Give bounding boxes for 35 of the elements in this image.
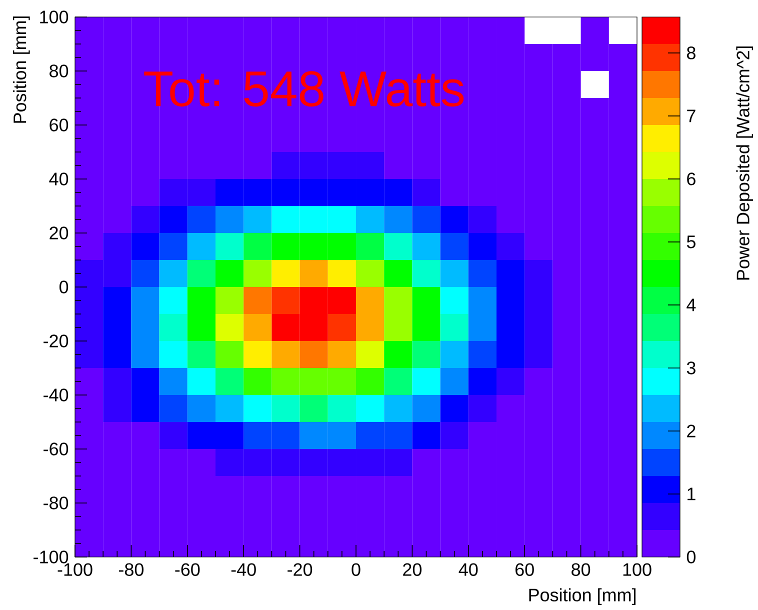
x-tick-label: 100 [623, 563, 652, 576]
color-bar-label: 2 [687, 424, 696, 438]
y-tick-label: 0 [59, 280, 68, 294]
x-tick-label: 0 [352, 563, 360, 576]
color-bar-label: 7 [687, 110, 696, 122]
x-tick-label: 40 [458, 563, 478, 576]
color-bar-label: 1 [688, 488, 696, 500]
y-tick-label: 80 [50, 64, 68, 78]
x-tick-label: 80 [572, 563, 590, 576]
y-tick-label: 60 [50, 118, 68, 132]
y-tick-label: -60 [44, 442, 68, 456]
y-tick-label: -40 [44, 388, 68, 402]
x-tick-label: -40 [231, 563, 256, 576]
y-tick-label: 20 [50, 226, 68, 240]
color-bar-label: 3 [686, 362, 696, 374]
color-bar-label: 5 [686, 236, 696, 248]
x-axis-title: Position [mm] [529, 588, 636, 605]
y-tick-label: 100 [40, 10, 68, 24]
y-tick-label: -20 [44, 334, 68, 348]
color-bar-label: 6 [687, 172, 696, 186]
color-bar-label: 8 [686, 46, 696, 60]
x-tick-label: -60 [175, 563, 200, 576]
x-tick-label: 60 [516, 563, 534, 576]
color-bar-label: 4 [686, 298, 696, 312]
y-tick-label: 40 [49, 172, 68, 186]
color-bar-label: 0 [686, 550, 696, 564]
x-tick-label: -80 [118, 563, 144, 576]
y-tick-label: -100 [34, 550, 68, 564]
annotation: Tot: 548 Watts [144, 71, 464, 107]
x-tick-label: 20 [403, 563, 422, 576]
x-tick-label: -100 [58, 563, 92, 576]
y-tick-label: -80 [44, 496, 68, 510]
color-bar-title: Power Deposited [Watt/cm^2] [736, 46, 753, 280]
y-axis-title: Position [mm] [13, 16, 30, 123]
x-tick-label: -20 [288, 563, 312, 576]
